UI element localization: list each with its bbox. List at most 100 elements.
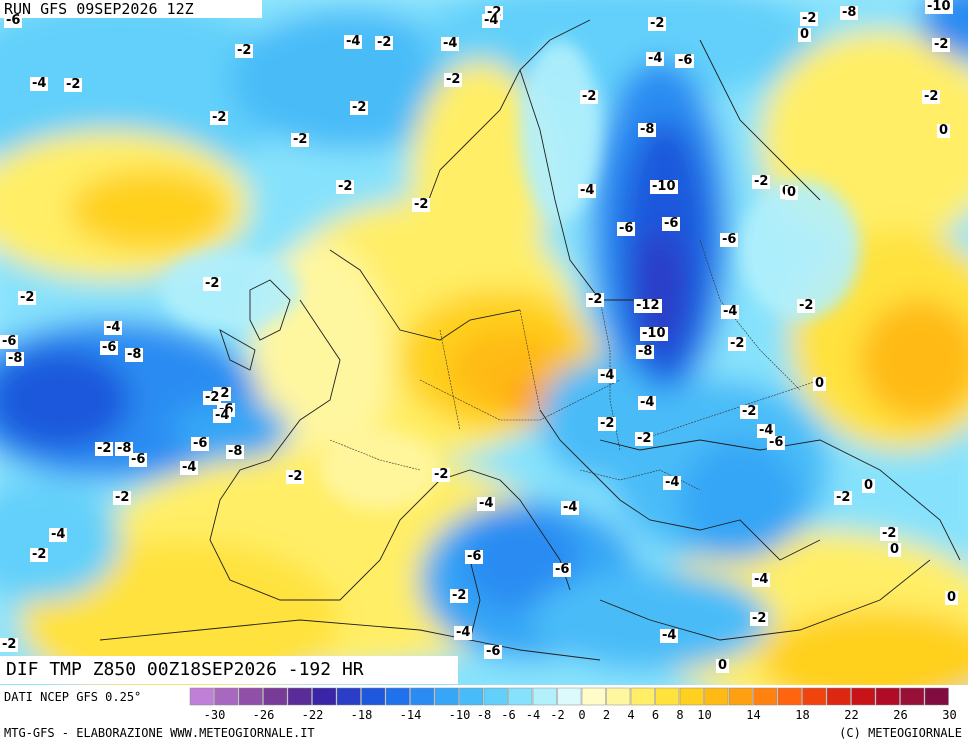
map-value-label: -2: [235, 44, 253, 58]
map-value-label: -2: [444, 73, 462, 87]
map-value-label: -4: [598, 369, 616, 383]
legend-swatch: [337, 688, 361, 705]
map-value-label: -2: [412, 198, 430, 212]
map-value-label: -4: [578, 184, 596, 198]
legend-swatch: [778, 688, 802, 705]
map-value-label: -4: [30, 77, 48, 91]
run-label: RUN GFS 09SEP2026 12Z: [0, 0, 262, 18]
credit-right: (C) METEOGIORNALE: [839, 726, 962, 740]
map-value-label: -8: [638, 123, 656, 137]
map-value-label: -2: [432, 468, 450, 482]
map-value-label: 0: [888, 543, 901, 557]
legend-tick-label: 26: [881, 708, 921, 722]
map-value-label: -8: [6, 352, 24, 366]
map-value-label: -2: [586, 293, 604, 307]
legend-swatch: [631, 688, 655, 705]
map-value-label: -6: [553, 563, 571, 577]
credit-left: MTG-GFS - ELABORAZIONE WWW.METEOGIORNALE…: [4, 726, 315, 740]
map-value-label: -2: [286, 470, 304, 484]
map-value-label: -6: [0, 335, 18, 349]
map-value-label: -10: [925, 0, 953, 14]
legend-swatch: [925, 688, 949, 705]
legend-tick-label: 10: [685, 708, 725, 722]
temperature-anomaly-map: [0, 0, 968, 685]
legend-swatch: [852, 688, 876, 705]
map-value-label: -2: [797, 299, 815, 313]
legend-swatch: [680, 688, 704, 705]
map-value-label: -2: [291, 133, 309, 147]
map-value-label: 0: [785, 186, 798, 200]
map-value-label: -4: [752, 573, 770, 587]
field-title: DIF TMP Z850 00Z18SEP2026 -192 HR: [0, 656, 458, 684]
map-value-label: -2: [375, 36, 393, 50]
legend-swatch: [558, 688, 582, 705]
map-value-label: -4: [663, 476, 681, 490]
legend-swatch: [876, 688, 900, 705]
legend-tick-label: 14: [734, 708, 774, 722]
map-value-label: -2: [750, 612, 768, 626]
map-value-label: -2: [210, 111, 228, 125]
legend-swatch: [656, 688, 680, 705]
legend-tick-label: -18: [342, 708, 382, 722]
legend-tick-label: -26: [244, 708, 284, 722]
map-value-label: -2: [800, 12, 818, 26]
legend-swatch: [313, 688, 337, 705]
map-value-label: -6: [720, 233, 738, 247]
map-value-label: -6: [484, 645, 502, 659]
map-value-label: -6: [465, 550, 483, 564]
legend-tick-label: -30: [195, 708, 235, 722]
map-value-label: -2: [932, 38, 950, 52]
legend-swatch: [484, 688, 508, 705]
map-value-label: -4: [104, 321, 122, 335]
map-value-label: -4: [180, 461, 198, 475]
map-value-label: -2: [834, 491, 852, 505]
anomaly-field: [0, 0, 968, 685]
map-value-label: -2: [95, 442, 113, 456]
map-value-label: -2: [203, 391, 221, 405]
map-value-label: -8: [115, 442, 133, 456]
map-value-label: -2: [336, 180, 354, 194]
legend-swatch: [509, 688, 533, 705]
legend-swatch: [435, 688, 459, 705]
legend-swatch: [607, 688, 631, 705]
map-value-label: -2: [740, 405, 758, 419]
map-value-label: -4: [441, 37, 459, 51]
map-value-label: -2: [728, 337, 746, 351]
data-source-label: DATI NCEP GFS 0.25°: [4, 690, 141, 704]
map-value-label: -12: [634, 299, 662, 313]
map-value-label: -4: [344, 35, 362, 49]
legend-swatch: [460, 688, 484, 705]
legend-tick-label: -22: [293, 708, 333, 722]
legend-swatch: [803, 688, 827, 705]
map-value-label: -8: [840, 6, 858, 20]
map-value-label: -6: [617, 222, 635, 236]
legend-swatch: [362, 688, 386, 705]
map-value-label: -4: [638, 396, 656, 410]
legend-swatch: [582, 688, 606, 705]
map-value-label: 0: [813, 377, 826, 391]
legend-swatch: [288, 688, 312, 705]
map-value-label: -4: [646, 52, 664, 66]
legend-swatch: [411, 688, 435, 705]
legend-swatch: [533, 688, 557, 705]
map-value-label: -2: [648, 17, 666, 31]
map-value-label: -8: [636, 345, 654, 359]
map-value-label: -10: [640, 327, 668, 341]
map-value-label: -6: [191, 437, 209, 451]
map-value-label: -6: [676, 54, 694, 68]
map-value-label: -8: [226, 445, 244, 459]
map-value-label: -2: [635, 432, 653, 446]
legend-tick-label: 22: [832, 708, 872, 722]
map-value-label: 0: [798, 28, 811, 42]
map-value-label: -8: [125, 348, 143, 362]
map-value-label: -2: [18, 291, 36, 305]
map-value-label: 0: [716, 659, 729, 673]
map-value-label: -6: [4, 14, 22, 28]
legend-tick-label: -14: [391, 708, 431, 722]
legend-swatch: [705, 688, 729, 705]
legend-tick-label: 30: [930, 708, 968, 722]
legend-swatch: [215, 688, 239, 705]
map-value-label: -2: [0, 638, 18, 652]
map-value-label: 0: [945, 591, 958, 605]
map-value-label: -2: [203, 277, 221, 291]
